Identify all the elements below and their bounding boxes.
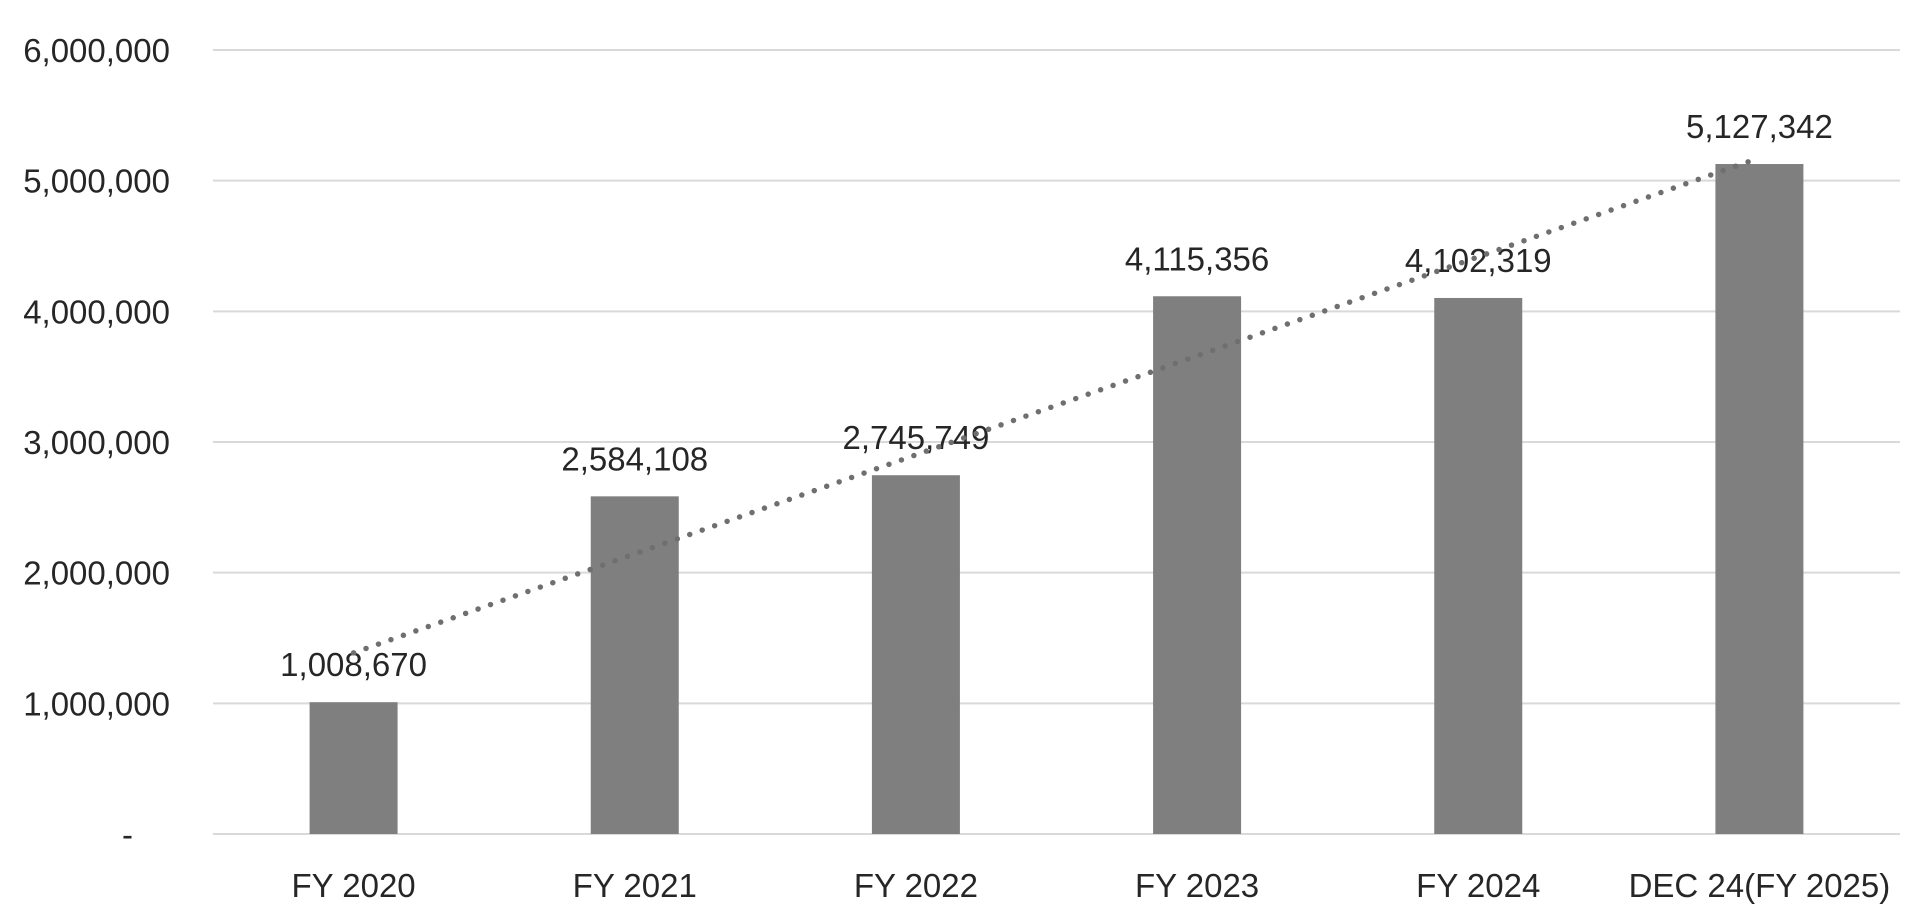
x-axis-label-dec-24-fy-2025: DEC 24(FY 2025) — [1629, 867, 1891, 904]
linear-trendline — [350, 155, 1763, 656]
bar-value-label: 2,584,108 — [561, 440, 708, 477]
y-axis-tick-label: 3,000,000 — [23, 424, 170, 461]
bar-value-label: 4,102,319 — [1405, 242, 1552, 279]
x-axis-label-fy-2022: FY 2022 — [854, 867, 978, 904]
bar-value-label: 2,745,749 — [843, 419, 990, 456]
y-axis-tick-label: 2,000,000 — [23, 555, 170, 592]
bar-value-label: 5,127,342 — [1686, 108, 1833, 145]
bar-dec-24-fy-2025 — [1715, 164, 1804, 834]
x-axis-label-fy-2023: FY 2023 — [1135, 867, 1259, 904]
x-axis-label-fy-2020: FY 2020 — [292, 867, 416, 904]
x-axis-label-fy-2024: FY 2024 — [1416, 867, 1540, 904]
bar-fy-2022 — [871, 475, 960, 834]
y-axis-tick-label: 1,000,000 — [23, 685, 170, 722]
bar-fy-2024 — [1434, 297, 1523, 835]
y-axis-tick-label: - — [122, 816, 133, 853]
y-axis-tick-label: 6,000,000 — [23, 32, 170, 69]
y-axis-tick-label: 4,000,000 — [23, 293, 170, 330]
y-axis-tick-label: 5,000,000 — [23, 163, 170, 200]
x-axis-label-fy-2021: FY 2021 — [573, 867, 697, 904]
bar-fy-2020 — [309, 702, 398, 834]
bar-value-label: 4,115,356 — [1125, 240, 1269, 277]
bar-fy-2023 — [1153, 296, 1242, 835]
bar-fy-2021 — [590, 496, 679, 834]
